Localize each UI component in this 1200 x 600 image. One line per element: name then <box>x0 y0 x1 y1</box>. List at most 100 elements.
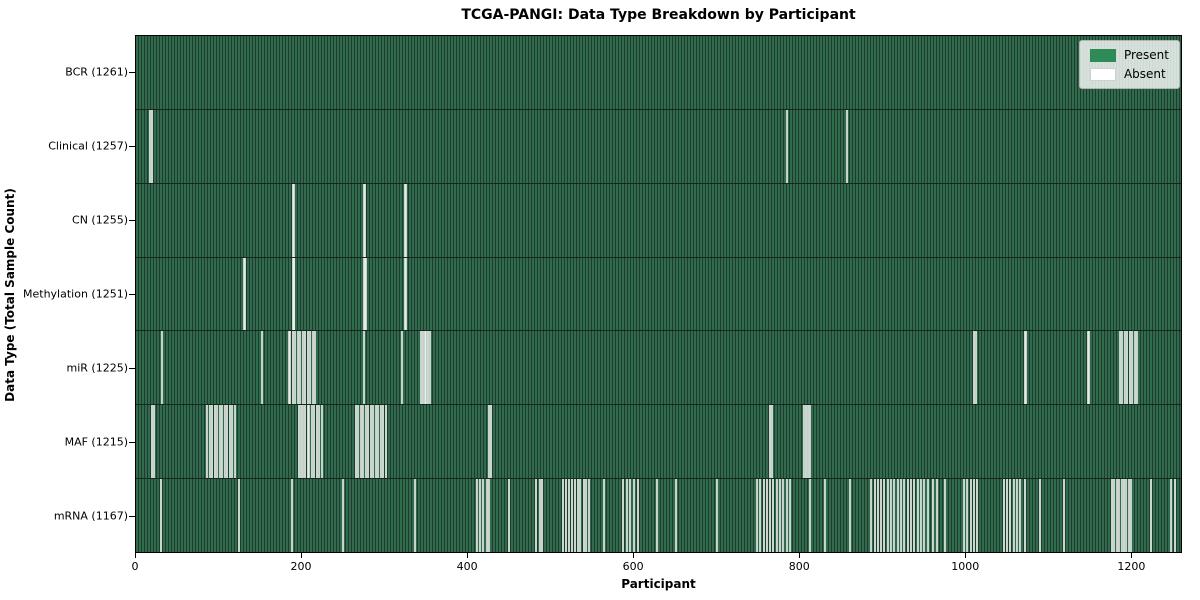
absent-stripe <box>1110 479 1113 553</box>
x-tick-mark <box>301 553 303 558</box>
absent-stripe <box>1088 331 1091 405</box>
absent-stripe <box>886 479 889 553</box>
absent-stripe <box>931 479 934 553</box>
absent-stripe <box>401 331 404 405</box>
absent-stripe <box>785 479 788 553</box>
absent-stripe <box>880 479 883 553</box>
x-tick-mark <box>633 553 635 558</box>
absent-stripe <box>1025 331 1028 405</box>
absent-stripe <box>301 331 304 405</box>
absent-stripe <box>1120 479 1123 553</box>
absent-stripe <box>883 479 886 553</box>
absent-stripe <box>785 109 788 183</box>
x-tick-mark <box>467 553 469 558</box>
absent-stripe <box>384 405 387 479</box>
absent-stripe <box>318 405 321 479</box>
absent-stripe <box>414 479 417 553</box>
absent-stripe <box>237 479 240 553</box>
absent-stripe <box>1118 331 1121 405</box>
absent-stripe <box>296 331 299 405</box>
absent-stripe <box>1170 479 1173 553</box>
absent-stripe <box>377 405 380 479</box>
absent-stripe <box>535 479 538 553</box>
absent-stripe <box>808 405 811 479</box>
absent-stripe <box>1086 331 1089 405</box>
absent-stripe <box>363 331 366 405</box>
y-tick-mark <box>129 516 135 517</box>
absent-stripe <box>972 479 975 553</box>
absent-stripe <box>972 331 975 405</box>
legend: Present Absent <box>1078 40 1180 89</box>
absent-stripe <box>582 479 585 553</box>
absent-stripe <box>579 479 582 553</box>
absent-stripe <box>488 405 491 479</box>
absent-stripe <box>1122 479 1125 553</box>
y-tick-label-Clinical: Clinical (1257) <box>48 139 128 153</box>
absent-stripe <box>900 479 903 553</box>
absent-stripe <box>974 331 977 405</box>
absent-stripe <box>567 479 570 553</box>
absent-stripe <box>538 479 541 553</box>
absent-stripe <box>775 479 778 553</box>
plot-area <box>135 35 1182 553</box>
legend-entry-absent: Absent <box>1089 67 1169 81</box>
absent-stripe <box>149 109 152 183</box>
absent-stripe <box>152 405 155 479</box>
absent-stripe <box>1016 479 1019 553</box>
absent-stripe <box>306 331 309 405</box>
absent-stripe <box>359 405 362 479</box>
absent-stripe <box>1019 479 1022 553</box>
absent-stripe <box>211 405 214 479</box>
absent-stripe <box>488 479 491 553</box>
x-tick-mark <box>799 553 801 558</box>
absent-stripe <box>779 479 782 553</box>
row-CN <box>136 182 1181 257</box>
absent-stripe <box>893 479 896 553</box>
absent-stripe <box>1128 331 1131 405</box>
absent-stripe <box>420 331 423 405</box>
absent-stripe <box>782 479 785 553</box>
absent-stripe <box>369 405 372 479</box>
absent-stripe <box>1130 479 1133 553</box>
x-tick-mark <box>135 553 136 558</box>
row-mRNA <box>136 478 1181 553</box>
absent-stripe <box>221 405 224 479</box>
absent-stripe <box>913 479 916 553</box>
y-tick-mark <box>129 72 135 73</box>
y-tick-mark <box>129 146 135 147</box>
absent-stripe <box>404 183 407 257</box>
absent-stripe <box>1126 331 1129 405</box>
absent-stripe <box>1115 479 1118 553</box>
row-Methylation <box>136 256 1181 331</box>
x-tick-label-1200: 1200 <box>1117 560 1146 573</box>
y-tick-label-MAF: MAF (1215) <box>64 435 128 449</box>
absent-stripe <box>304 405 307 479</box>
absent-stripe <box>910 479 912 553</box>
absent-stripe <box>576 479 579 553</box>
absent-stripe <box>367 405 370 479</box>
absent-stripe <box>759 479 762 553</box>
y-tick-mark <box>129 368 135 369</box>
absent-stripe <box>772 479 775 553</box>
absent-stripe <box>903 479 906 553</box>
absent-stripe <box>428 331 431 405</box>
absent-stripe <box>873 479 876 553</box>
absent-stripe <box>541 479 544 553</box>
absent-stripe <box>803 405 806 479</box>
absent-stripe <box>1121 331 1124 405</box>
absent-stripe <box>297 405 300 479</box>
absent-stripe <box>363 183 366 257</box>
absent-stripe <box>306 405 309 479</box>
absent-stripe <box>206 405 209 479</box>
absent-stripe <box>927 479 930 553</box>
absent-stripe <box>290 479 293 553</box>
legend-entry-present: Present <box>1089 48 1169 62</box>
absent-stripe <box>636 479 639 553</box>
absent-stripe <box>1127 479 1130 553</box>
chart-title: TCGA-PANGI: Data Type Breakdown by Parti… <box>461 7 856 23</box>
absent-stripe <box>354 405 357 479</box>
absent-stripe <box>364 257 367 331</box>
absent-stripe <box>508 479 511 553</box>
row-Clinical <box>136 108 1181 183</box>
absent-stripe <box>573 479 576 553</box>
